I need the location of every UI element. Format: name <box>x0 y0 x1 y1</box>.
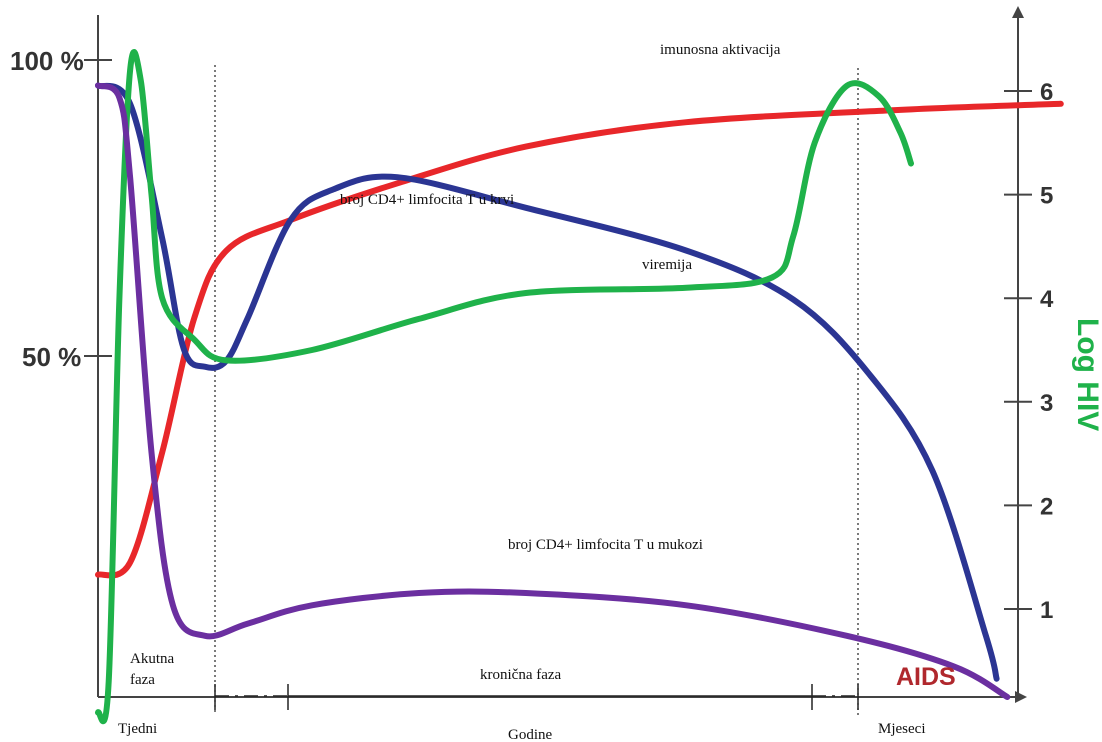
x-label-godine: Godine <box>508 727 553 742</box>
right-tick-label-6: 6 <box>1040 79 1053 106</box>
label-cd4-mukoza: broj CD4+ limfocita T u mukozi <box>508 537 703 553</box>
label-akutna-faza: Akutna faza <box>130 651 178 688</box>
right-tick-label-2: 2 <box>1040 493 1053 520</box>
label-kronicna-faza: kronična faza <box>480 667 562 683</box>
right-tick-label-1: 1 <box>1040 597 1053 624</box>
label-cd4-krv: broj CD4+ limfocita T u krvi <box>340 192 514 208</box>
right-tick-label-4: 4 <box>1040 286 1054 313</box>
left-tick-label-100: 100 % <box>10 46 84 76</box>
x-label-tjedni: Tjedni <box>118 721 157 737</box>
right-ticks: 1 2 3 4 5 6 <box>1004 79 1054 624</box>
right-tick-label-5: 5 <box>1040 183 1053 210</box>
series-line-2 <box>95 82 1000 682</box>
series-line-3 <box>95 49 914 725</box>
series-line-1 <box>95 100 1064 579</box>
label-imunosna-aktivacija: imunosna aktivacija <box>660 42 781 58</box>
right-tick-label-3: 3 <box>1040 390 1053 417</box>
series-group <box>95 49 1064 725</box>
right-axis-arrow <box>1012 6 1024 18</box>
x-label-mjeseci: Mjeseci <box>878 721 925 737</box>
series-line-4 <box>95 82 1011 700</box>
label-viremija: viremija <box>642 257 692 273</box>
x-axis-arrow <box>1015 691 1027 703</box>
right-axis-title: Log HIV <box>1071 318 1102 431</box>
left-tick-label-50: 50 % <box>22 342 81 372</box>
label-aids: AIDS <box>896 663 956 691</box>
